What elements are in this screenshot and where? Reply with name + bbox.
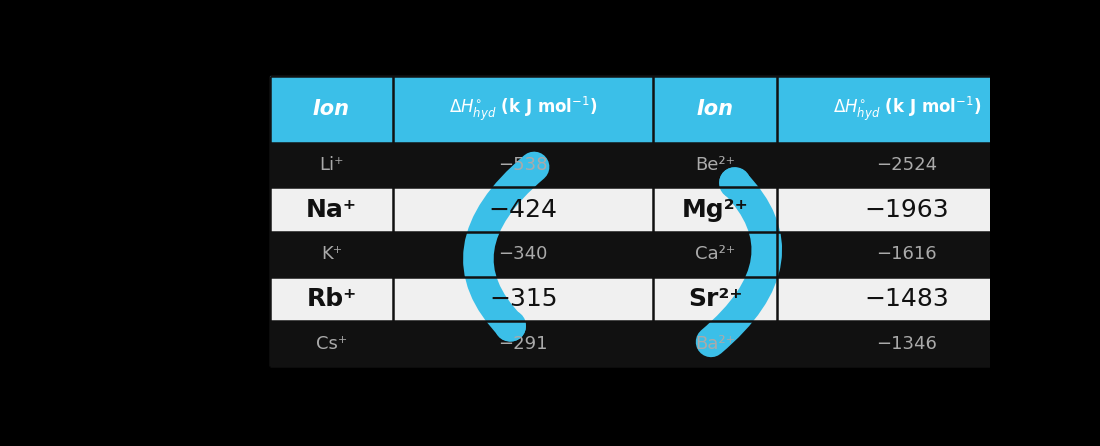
Text: −2524: −2524 [877, 156, 937, 174]
Bar [653, 76, 777, 143]
Text: Ba²⁺: Ba²⁺ [695, 334, 735, 353]
Text: −291: −291 [498, 334, 548, 353]
Text: −424: −424 [488, 198, 558, 222]
Text: −1616: −1616 [877, 245, 937, 264]
Bar [394, 187, 653, 232]
FancyArrowPatch shape [478, 167, 535, 326]
Bar [270, 322, 394, 366]
Bar [653, 143, 777, 187]
Text: −538: −538 [498, 156, 548, 174]
Bar [270, 277, 394, 322]
Bar [270, 232, 394, 277]
Bar [653, 322, 777, 366]
Bar [394, 322, 653, 366]
Text: Li⁺: Li⁺ [319, 156, 343, 174]
Text: −315: −315 [490, 287, 558, 311]
Text: Ion: Ion [696, 99, 734, 120]
Text: $\Delta H_{hyd}^{\circ}$ (k J mol$^{-1}$): $\Delta H_{hyd}^{\circ}$ (k J mol$^{-1}$… [833, 95, 981, 124]
Text: −1963: −1963 [865, 198, 949, 222]
Bar [653, 187, 777, 232]
Text: Be²⁺: Be²⁺ [695, 156, 735, 174]
Bar [394, 76, 653, 143]
Text: Sr²⁺: Sr²⁺ [688, 287, 742, 311]
Text: Cs⁺: Cs⁺ [316, 334, 348, 353]
Bar [777, 322, 1037, 366]
Bar [777, 277, 1037, 322]
FancyArrowPatch shape [711, 182, 767, 342]
Bar [270, 143, 394, 187]
Text: Mg²⁺: Mg²⁺ [682, 198, 748, 222]
Text: Ion: Ion [312, 99, 350, 120]
Text: K⁺: K⁺ [321, 245, 342, 264]
Text: $\Delta H_{hyd}^{\circ}$ (k J mol$^{-1}$): $\Delta H_{hyd}^{\circ}$ (k J mol$^{-1}$… [449, 95, 597, 124]
Bar [270, 76, 394, 143]
Bar [394, 277, 653, 322]
Text: Na⁺: Na⁺ [306, 198, 356, 222]
Text: −1483: −1483 [865, 287, 949, 311]
Bar [653, 232, 777, 277]
Bar [777, 187, 1037, 232]
Text: Ca²⁺: Ca²⁺ [695, 245, 735, 264]
Bar [394, 143, 653, 187]
Bar [653, 277, 777, 322]
Bar [777, 76, 1037, 143]
Bar [777, 143, 1037, 187]
Text: −1346: −1346 [877, 334, 937, 353]
Bar [394, 232, 653, 277]
Bar [777, 232, 1037, 277]
Text: −340: −340 [498, 245, 548, 264]
Text: Rb⁺: Rb⁺ [306, 287, 356, 311]
Bar [270, 187, 394, 232]
